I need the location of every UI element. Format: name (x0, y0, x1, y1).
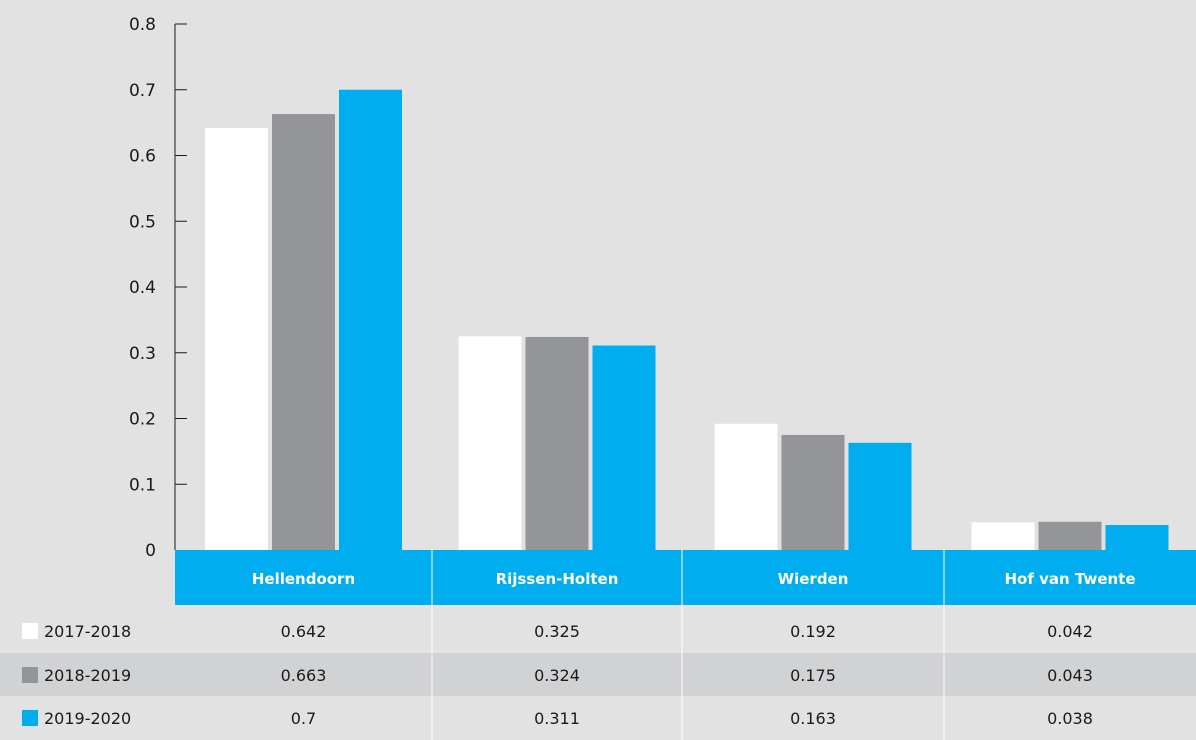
legend-swatch (22, 623, 38, 639)
table-cell-value: 0.038 (1047, 709, 1093, 728)
y-tick-label: 0.6 (129, 147, 156, 167)
y-tick-label: 0.8 (129, 15, 156, 35)
table-cell-value: 0.325 (534, 622, 580, 641)
table-row-stripe (0, 653, 1196, 696)
table-cell-value: 0.175 (790, 666, 836, 685)
category-label: Hof van Twente (1004, 570, 1135, 588)
table-cell-value: 0.324 (534, 666, 580, 685)
bar (848, 442, 912, 550)
bar (272, 114, 335, 550)
table-cell-value: 0.642 (281, 622, 327, 641)
table-cell-value: 0.7 (291, 709, 316, 728)
y-tick-label: 0.1 (129, 475, 156, 495)
bar (971, 522, 1035, 550)
y-tick-label: 0.4 (129, 278, 156, 298)
category-band (175, 550, 1196, 605)
table-cell-value: 0.163 (790, 709, 836, 728)
table-cell-value: 0.043 (1047, 666, 1093, 685)
legend-swatch (22, 667, 38, 683)
table-cell-value: 0.192 (790, 622, 836, 641)
bar (781, 434, 845, 550)
y-tick-label: 0.5 (129, 212, 156, 232)
table-cell-value: 0.311 (534, 709, 580, 728)
bar (592, 345, 656, 550)
y-tick-label: 0.2 (129, 410, 156, 430)
category-label: Wierden (778, 570, 849, 588)
y-tick-label: 0 (145, 541, 156, 561)
category-label: Hellendoorn (252, 570, 355, 588)
bar (1105, 525, 1169, 550)
table-cell-value: 0.042 (1047, 622, 1093, 641)
bar (525, 336, 589, 550)
legend-label: 2019-2020 (44, 709, 131, 728)
table-cell-value: 0.663 (281, 666, 327, 685)
bar (1038, 521, 1102, 550)
legend-swatch (22, 710, 38, 726)
y-tick-label: 0.7 (129, 81, 156, 101)
bar (458, 336, 522, 550)
category-label: Rijssen-Holten (496, 570, 619, 588)
y-tick-label: 0.3 (129, 344, 156, 364)
bar (714, 423, 778, 550)
bar (205, 127, 268, 550)
legend-label: 2018-2019 (44, 666, 131, 685)
legend-label: 2017-2018 (44, 622, 131, 641)
bar (339, 89, 402, 550)
